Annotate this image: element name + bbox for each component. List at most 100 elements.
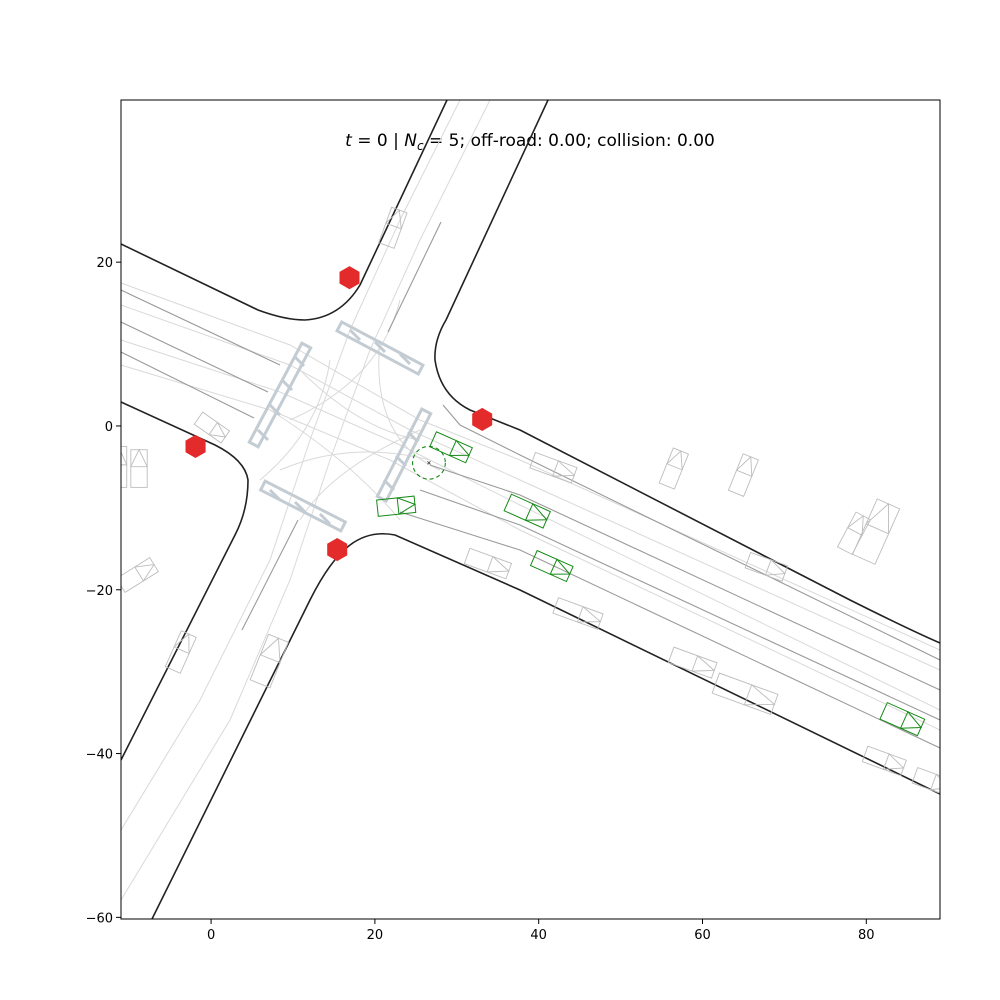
other-vehicle: [529, 451, 578, 484]
x-tick-label: 80: [858, 928, 875, 943]
title-n-symbol: N: [404, 131, 417, 151]
other-vehicle: [711, 672, 779, 716]
other-vehicle: [193, 411, 231, 444]
y-tick-label: −40: [86, 748, 113, 763]
lane-divider: [399, 511, 940, 749]
other-vehicle-body: [911, 766, 940, 796]
lane-divider: [419, 489, 940, 721]
lane-center-line: [121, 100, 461, 831]
lane-dividers: [121, 221, 940, 749]
y-tick-label: −60: [86, 911, 113, 926]
x-tick-label: 20: [367, 928, 384, 943]
y-tick-label: 20: [96, 256, 113, 271]
controlled-vehicle: [879, 701, 926, 737]
other-vehicle-heading-marker: [130, 448, 148, 468]
goal-center-marker: [427, 461, 431, 465]
lane-divider: [241, 519, 299, 631]
controlled-vehicle: [529, 549, 574, 583]
title-metrics: = 5; off-road: 0.00; collision: 0.00: [424, 131, 715, 151]
other-vehicle-body: [851, 498, 901, 565]
crosswalks: [247, 319, 433, 533]
road-edge: [121, 100, 448, 321]
lane-center-line: [259, 359, 331, 481]
stop-sign-marker: [185, 434, 206, 458]
other-vehicle-body: [552, 597, 604, 630]
controlled-vehicle-heading-marker: [549, 558, 571, 575]
controlled-vehicle-body: [529, 549, 574, 583]
other-vehicle-heading-marker: [691, 654, 716, 672]
lane-divider: [121, 351, 255, 419]
lane-divider: [387, 221, 442, 333]
x-tick-label: 40: [530, 928, 547, 943]
controlled-vehicle-body: [429, 431, 474, 464]
road-edges: [121, 100, 940, 919]
other-vehicle-heading-marker: [666, 450, 683, 471]
controlled-vehicle-heading-marker: [396, 497, 417, 516]
controlled-vehicle: [376, 495, 417, 517]
controlled-vehicle: [429, 431, 474, 464]
road-edge: [151, 532, 940, 919]
other-vehicle-heading-marker: [133, 564, 155, 582]
stop-sign-marker: [339, 266, 360, 290]
lane-center-line: [121, 364, 940, 731]
other-vehicle: [121, 557, 160, 594]
other-vehicle-heading-marker: [930, 773, 940, 791]
lane-center-line: [269, 409, 401, 521]
title-n-subscript: c: [417, 139, 424, 153]
other-vehicle-heading-marker: [173, 633, 190, 655]
other-vehicle: [164, 630, 197, 674]
other-vehicle-heading-marker: [882, 753, 905, 770]
plot-frame: [120, 99, 941, 920]
crosswalk: [375, 407, 433, 503]
other-vehicle: [667, 646, 718, 679]
controlled-vehicle-body: [503, 493, 552, 529]
lane-center-line: [378, 339, 441, 471]
other-vehicle: [836, 511, 872, 556]
crosswalk-stripe: [256, 328, 420, 526]
lane-center-line: [279, 451, 431, 471]
road-edge: [121, 401, 249, 761]
goal-circle: [412, 445, 446, 480]
crosswalk: [335, 319, 425, 377]
x-axis: 0 20 40 60 80: [207, 919, 875, 943]
other-vehicle-heading-marker: [259, 637, 281, 664]
controlled-vehicle: [503, 493, 552, 529]
other-vehicle-heading-marker: [743, 684, 776, 706]
lane-center-line: [121, 304, 940, 671]
controlled-vehicles: [376, 431, 926, 737]
other-vehicle-body: [121, 557, 160, 594]
other-vehicle: [744, 551, 789, 582]
y-axis: 20 0 −20 −40 −60: [86, 256, 121, 926]
goal-region: [412, 445, 446, 480]
other-vehicle-heading-marker: [764, 558, 786, 576]
title-t-symbol: t: [345, 131, 353, 151]
other-vehicle-heading-marker: [865, 502, 890, 535]
crosswalk: [258, 479, 348, 533]
other-vehicle-heading-marker: [208, 421, 227, 438]
other-vehicle-heading-marker: [576, 605, 602, 623]
other-vehicle: [249, 633, 289, 689]
lane-center-line: [299, 429, 421, 521]
stop-sign-marker: [472, 407, 493, 431]
other-vehicle: [552, 597, 604, 630]
plot-title: t = 0 | Nc = 5; off-road: 0.00; collisio…: [345, 131, 715, 153]
other-vehicle: [378, 206, 408, 249]
lane-divider: [121, 289, 281, 366]
controlled-vehicle-heading-marker: [448, 439, 471, 457]
stop-signs: [185, 266, 493, 562]
other-vehicle-body: [164, 630, 197, 674]
x-tick-label: 0: [207, 928, 215, 943]
other-vehicle-heading-marker: [385, 209, 402, 230]
other-vehicle: [851, 498, 901, 565]
other-vehicles: [121, 206, 940, 796]
other-vehicle-heading-marker: [552, 460, 576, 477]
lane-center-line: [121, 100, 491, 901]
other-vehicle-body: [711, 672, 779, 716]
other-vehicle: [463, 547, 513, 580]
other-vehicle-body: [836, 511, 872, 556]
other-vehicle-body: [463, 547, 513, 580]
other-vehicle-body: [121, 445, 128, 488]
other-vehicle: [727, 453, 759, 497]
other-vehicle-heading-marker: [846, 514, 864, 537]
